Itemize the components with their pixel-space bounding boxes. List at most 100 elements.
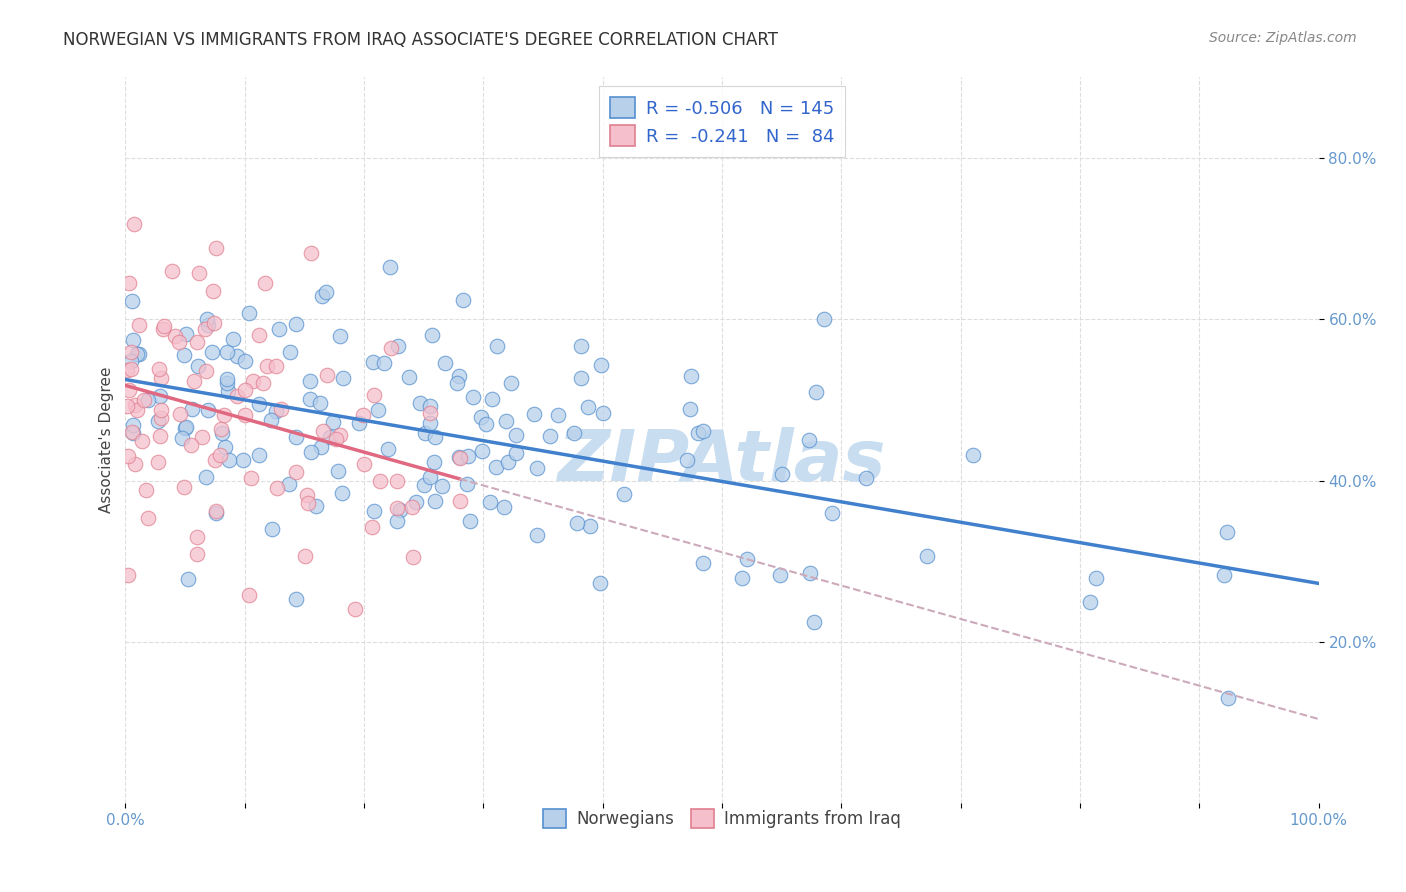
Point: [562, 426, 585, 441]
Point: [316, 368, 339, 382]
Point: [256, 359, 278, 373]
Point: [322, 415, 344, 429]
Point: [233, 354, 256, 368]
Point: [343, 602, 366, 616]
Point: [121, 294, 143, 309]
Point: [387, 514, 409, 528]
Point: [769, 568, 792, 582]
Point: [197, 402, 219, 417]
Point: [803, 615, 825, 629]
Point: [576, 401, 599, 415]
Point: [214, 408, 236, 422]
Point: [419, 417, 441, 431]
Point: [233, 383, 256, 397]
Point: [128, 347, 150, 361]
Point: [434, 356, 457, 370]
Point: [186, 334, 208, 349]
Point: [204, 241, 226, 255]
Point: [449, 494, 471, 508]
Point: [217, 376, 239, 390]
Point: [409, 396, 432, 410]
Point: [118, 276, 141, 290]
Point: [526, 528, 548, 542]
Point: [688, 425, 710, 440]
Text: Source: ZipAtlas.com: Source: ZipAtlas.com: [1209, 31, 1357, 45]
Point: [128, 318, 150, 332]
Point: [186, 547, 208, 561]
Point: [332, 371, 354, 385]
Text: NORWEGIAN VS IMMIGRANTS FROM IRAQ ASSOCIATE'S DEGREE CORRELATION CHART: NORWEGIAN VS IMMIGRANTS FROM IRAQ ASSOCI…: [63, 31, 779, 49]
Point: [177, 572, 200, 586]
Point: [253, 276, 276, 290]
Point: [285, 592, 308, 607]
Point: [217, 384, 239, 398]
Point: [214, 440, 236, 454]
Point: [813, 312, 835, 326]
Point: [326, 464, 349, 478]
Point: [202, 284, 225, 298]
Point: [492, 500, 515, 515]
Point: [195, 470, 218, 484]
Point: [146, 414, 169, 428]
Point: [962, 448, 984, 462]
Point: [169, 407, 191, 421]
Point: [202, 316, 225, 330]
Point: [194, 322, 217, 336]
Point: [132, 392, 155, 407]
Point: [233, 408, 256, 422]
Point: [297, 496, 319, 510]
Point: [378, 260, 401, 275]
Point: [613, 487, 636, 501]
Point: [430, 479, 453, 493]
Point: [299, 445, 322, 459]
Point: [1218, 691, 1240, 706]
Point: [299, 374, 322, 388]
Point: [361, 520, 384, 534]
Point: [173, 421, 195, 435]
Point: [180, 437, 202, 451]
Point: [398, 369, 420, 384]
Text: ZIPAtlas: ZIPAtlas: [558, 427, 886, 497]
Point: [389, 503, 412, 517]
Point: [204, 453, 226, 467]
Point: [526, 460, 548, 475]
Point: [456, 477, 478, 491]
Point: [121, 425, 143, 440]
Point: [181, 402, 204, 417]
Point: [471, 444, 494, 458]
Point: [770, 467, 793, 482]
Point: [153, 318, 176, 333]
Point: [121, 425, 143, 439]
Point: [380, 342, 402, 356]
Point: [264, 359, 287, 374]
Point: [505, 446, 527, 460]
Point: [420, 328, 443, 343]
Point: [565, 516, 588, 530]
Point: [215, 372, 238, 386]
Point: [352, 409, 374, 423]
Point: [173, 347, 195, 361]
Point: [1085, 571, 1108, 585]
Point: [1078, 594, 1101, 608]
Point: [195, 364, 218, 378]
Point: [124, 457, 146, 471]
Point: [122, 218, 145, 232]
Point: [285, 317, 308, 331]
Point: [799, 566, 821, 581]
Point: [136, 511, 159, 525]
Point: [209, 422, 232, 436]
Point: [187, 267, 209, 281]
Point: [855, 470, 877, 484]
Point: [485, 338, 508, 352]
Point: [370, 474, 392, 488]
Point: [679, 401, 702, 416]
Point: [204, 504, 226, 518]
Point: [447, 369, 470, 384]
Point: [367, 403, 389, 417]
Point: [1215, 525, 1237, 540]
Point: [150, 402, 173, 417]
Point: [501, 376, 523, 390]
Point: [294, 549, 316, 563]
Point: [458, 514, 481, 528]
Point: [385, 474, 408, 488]
